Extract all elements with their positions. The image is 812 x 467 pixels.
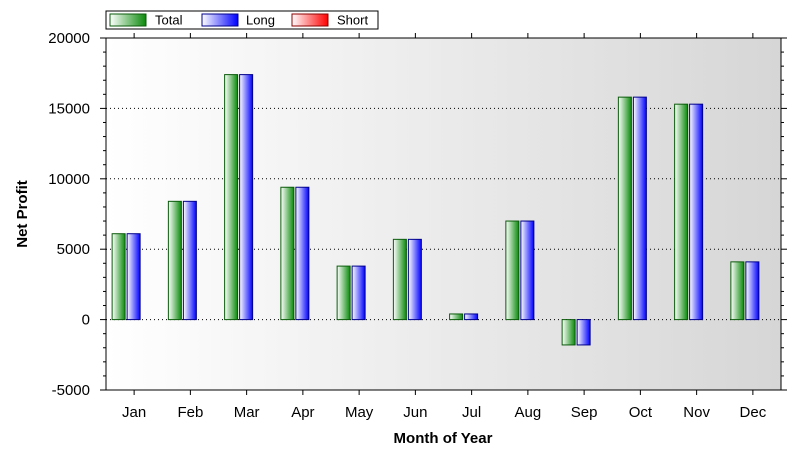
bar-long [576,319,591,346]
x-tick-label: Aug [515,404,542,421]
legend-swatch-total [109,13,147,27]
bar-total [111,233,126,321]
x-tick-label: Sep [571,404,598,421]
legend-label-long: Long [246,13,275,28]
bar-total [392,238,407,321]
bar-total [449,313,464,321]
legend-swatch-short [291,13,329,27]
plot-background [106,38,781,390]
y-tick-label: 20000 [48,30,90,47]
x-axis: Jan Feb Mar Apr May Jun Jul Aug Sep Oct Nov Dec [122,33,767,421]
x-tick-label: Feb [177,404,203,421]
bar-total [617,96,632,321]
bar-total [674,103,689,321]
legend-label-total: Total [155,13,183,28]
x-tick-label: Mar [234,404,260,421]
y-tick-label: 15000 [48,100,90,117]
legend-item-long: Long [201,13,275,28]
y-tick-label: -5000 [52,382,90,399]
bar-long [126,233,141,321]
x-tick-label: May [345,404,374,421]
x-tick-label: Jan [122,404,146,421]
bar-long [520,220,535,321]
bar-long [295,186,310,321]
x-axis-title: Month of Year [394,430,493,447]
y-tick-label: 0 [82,312,90,329]
bar-long [407,238,422,321]
bars [111,74,760,346]
x-tick-label: Apr [291,404,314,421]
bar-total [224,74,239,321]
gridlines [106,107,781,321]
y-axis: -5000 0 5000 10000 15000 20000 [48,30,787,399]
legend: Total Long Short [105,10,379,30]
bar-total [730,261,745,321]
bar-total [280,186,295,321]
x-tick-label: Jun [403,404,427,421]
bar-long [239,74,254,321]
x-tick-label: Oct [629,404,653,421]
bar-long [632,96,647,321]
x-tick-label: Jul [462,404,481,421]
plot-frame [105,37,782,391]
x-tick-label: Dec [740,404,767,421]
bar-total [505,220,520,321]
x-tick-label: Nov [683,404,710,421]
y-tick-label: 5000 [57,241,90,258]
bar-long [689,103,704,321]
legend-item-short: Short [291,13,368,28]
bar-long [351,265,366,321]
bar-long [182,200,197,321]
bar-long [464,313,479,321]
bar-long [745,261,760,321]
bar-total [336,265,351,321]
bar-total [561,319,576,346]
legend-swatch-long [201,13,239,27]
legend-item-total: Total [109,13,183,28]
y-axis-title: Net Profit [14,180,31,248]
legend-label-short: Short [337,13,368,28]
y-tick-label: 10000 [48,171,90,188]
bar-total [167,200,182,321]
